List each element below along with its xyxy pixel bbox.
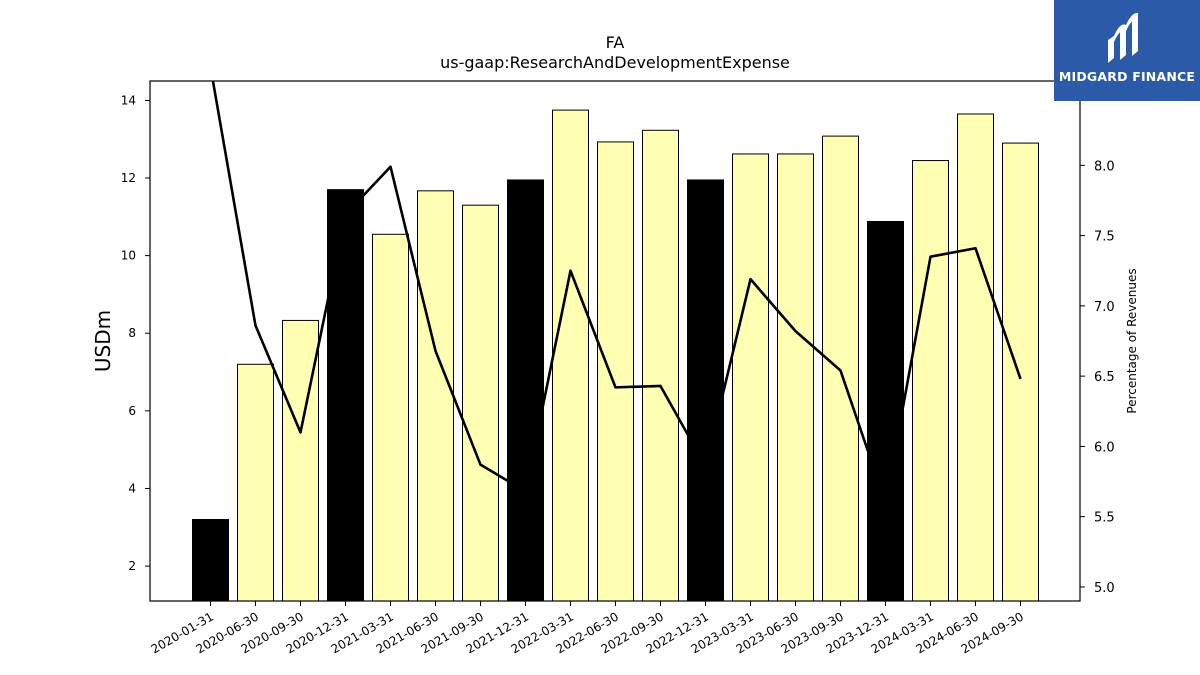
y-tick-label: 2: [128, 559, 136, 573]
bar-2023-09-30: [822, 135, 859, 602]
bar-2020-01-31: [192, 519, 229, 602]
midgard-finance-logo: MIDGARD FINANCE: [1054, 0, 1200, 101]
y-tick-label: 12: [121, 171, 136, 185]
logo-text: MIDGARD FINANCE: [1058, 69, 1196, 84]
bar-2022-06-30: [597, 141, 634, 602]
y2-tick-label: 6.0: [1094, 440, 1115, 455]
bar-2024-03-31: [912, 160, 949, 602]
y-tick-label: 14: [121, 93, 136, 107]
bar-2021-12-31: [507, 179, 544, 602]
y2-tick-label: 5.0: [1094, 581, 1115, 596]
y-tick-label: 8: [128, 326, 136, 340]
bar-2021-03-31: [372, 233, 409, 602]
bar-2023-12-31: [867, 220, 904, 602]
chart-title: FA: [606, 33, 625, 52]
bar-2022-03-31: [552, 109, 589, 602]
chart-subtitle: us-gaap:ResearchAndDevelopmentExpense: [440, 53, 790, 72]
bar-2020-12-31: [327, 189, 364, 602]
bar-2020-09-30: [282, 319, 319, 602]
bar-2023-03-31: [732, 153, 769, 602]
bar-2021-06-30: [417, 190, 454, 602]
y2-tick-label: 6.5: [1094, 370, 1115, 385]
y2-tick-label: 7.0: [1094, 300, 1115, 315]
y2-tick-label: 8.0: [1094, 159, 1115, 174]
y-tick-label: 6: [128, 404, 136, 418]
y-tick-label: 10: [121, 249, 136, 263]
bar-2024-06-30: [957, 113, 994, 602]
bar-2020-06-30: [237, 363, 274, 602]
y2-tick-label: 5.5: [1094, 511, 1115, 526]
y2-tick-label: 7.5: [1094, 230, 1115, 245]
bar-2022-09-30: [642, 129, 679, 602]
bar-2021-09-30: [462, 204, 499, 602]
bar-2024-09-30: [1002, 142, 1039, 602]
y2-axis-label: Percentage of Revenues: [1125, 268, 1139, 413]
line-layer: [211, 81, 1022, 504]
y-axis-label: USDm: [91, 310, 115, 372]
y-tick-label: 4: [128, 481, 136, 495]
bar-2023-06-30: [777, 153, 814, 602]
logo-mark-icon: [1108, 12, 1138, 63]
line-percentage-of-revenues: [211, 81, 1022, 504]
bars: [192, 109, 1039, 602]
bar-2022-12-31: [687, 179, 724, 602]
